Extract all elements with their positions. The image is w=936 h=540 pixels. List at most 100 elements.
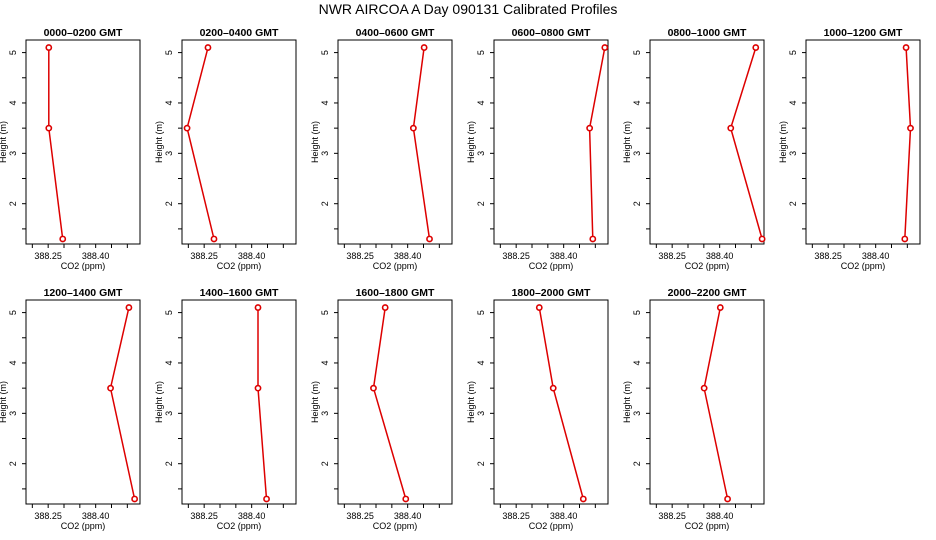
- x-tick-label: 388.25: [814, 251, 842, 261]
- y-tick-label: 4: [320, 100, 330, 105]
- data-point: [727, 124, 735, 132]
- data-point: [420, 44, 428, 51]
- y-axis-label: Height (m): [154, 381, 164, 423]
- x-axis-label: CO2 (ppm): [373, 521, 418, 531]
- y-tick-label: 4: [632, 100, 642, 105]
- data-point: [758, 235, 766, 243]
- data-point: [381, 304, 389, 311]
- y-tick-label: 3: [8, 411, 18, 416]
- profile-line: [372, 307, 407, 500]
- x-tick-label: 388.40: [706, 251, 734, 261]
- profile-line: [904, 47, 912, 240]
- plot-frame: [649, 39, 765, 245]
- data-point: [131, 495, 139, 503]
- plot-frame: [25, 299, 141, 505]
- panel-title: 0400–0600 GMT: [356, 27, 435, 39]
- y-tick-label: 5: [8, 310, 18, 315]
- profile-line: [48, 47, 64, 240]
- data-point: [204, 44, 212, 51]
- data-point: [752, 44, 760, 51]
- y-tick-label: 5: [164, 50, 174, 55]
- x-axis-label: CO2 (ppm): [841, 261, 886, 271]
- plot-frame: [25, 39, 141, 245]
- y-tick-label: 5: [320, 50, 330, 55]
- y-tick-label: 4: [164, 100, 174, 105]
- y-tick-label: 5: [632, 50, 642, 55]
- y-tick-label: 5: [164, 310, 174, 315]
- x-tick-label: 388.40: [394, 511, 422, 521]
- data-point: [601, 44, 609, 51]
- x-axis-label: CO2 (ppm): [529, 261, 574, 271]
- y-tick-label: 2: [164, 201, 174, 206]
- y-tick-label: 4: [164, 360, 174, 365]
- y-axis-label: Height (m): [778, 121, 788, 163]
- data-point: [589, 235, 597, 243]
- data-point: [579, 495, 587, 503]
- x-tick-label: 388.25: [190, 511, 218, 521]
- y-tick-label: 3: [164, 411, 174, 416]
- y-tick-label: 2: [788, 201, 798, 206]
- x-tick-label: 388.25: [34, 251, 62, 261]
- plot-frame: [337, 39, 453, 245]
- y-tick-label: 4: [476, 100, 486, 105]
- data-point: [549, 384, 557, 392]
- plot-frame: [337, 299, 453, 505]
- plot-frame: [493, 39, 609, 245]
- panel-title: 1000–1200 GMT: [824, 27, 903, 39]
- y-tick-label: 5: [788, 50, 798, 55]
- panel-title: 0600–0800 GMT: [512, 27, 591, 39]
- x-axis-label: CO2 (ppm): [217, 521, 262, 531]
- data-point: [59, 235, 67, 243]
- y-tick-label: 2: [320, 461, 330, 466]
- y-tick-label: 5: [320, 310, 330, 315]
- profile-line: [109, 307, 136, 500]
- panel-title: 0200–0400 GMT: [200, 27, 279, 39]
- y-tick-label: 5: [476, 50, 486, 55]
- y-axis-label: Height (m): [310, 121, 320, 163]
- data-point: [45, 124, 53, 132]
- data-point: [254, 304, 262, 311]
- y-tick-label: 5: [476, 310, 486, 315]
- y-tick-label: 3: [320, 151, 330, 156]
- x-tick-label: 388.40: [238, 251, 266, 261]
- y-tick-label: 2: [476, 461, 486, 466]
- y-tick-label: 2: [8, 201, 18, 206]
- y-tick-label: 4: [8, 360, 18, 365]
- x-axis-label: CO2 (ppm): [61, 261, 106, 271]
- y-axis-label: Height (m): [466, 381, 476, 423]
- panel-title: 0800–1000 GMT: [668, 27, 747, 39]
- panel-title: 1400–1600 GMT: [200, 287, 279, 299]
- y-tick-label: 3: [476, 411, 486, 416]
- x-tick-label: 388.40: [394, 251, 422, 261]
- data-point: [586, 124, 594, 132]
- x-tick-label: 388.40: [82, 511, 110, 521]
- panel-title: 1600–1800 GMT: [356, 287, 435, 299]
- plot-frame: [493, 299, 609, 505]
- x-axis-label: CO2 (ppm): [529, 521, 574, 531]
- data-point: [263, 495, 270, 503]
- x-tick-label: 388.40: [550, 251, 578, 261]
- profile-line: [588, 47, 606, 240]
- data-point: [700, 384, 708, 392]
- x-axis-label: CO2 (ppm): [373, 261, 418, 271]
- x-tick-label: 388.25: [34, 511, 62, 521]
- y-tick-label: 3: [476, 151, 486, 156]
- y-tick-label: 5: [632, 310, 642, 315]
- y-axis-label: Height (m): [154, 121, 164, 163]
- data-point: [907, 124, 914, 132]
- panel-title: 0000–0200 GMT: [44, 27, 123, 39]
- y-axis-label: Height (m): [622, 381, 632, 423]
- y-tick-label: 4: [632, 360, 642, 365]
- y-tick-label: 2: [632, 201, 642, 206]
- y-tick-label: 4: [8, 100, 18, 105]
- y-tick-label: 2: [320, 201, 330, 206]
